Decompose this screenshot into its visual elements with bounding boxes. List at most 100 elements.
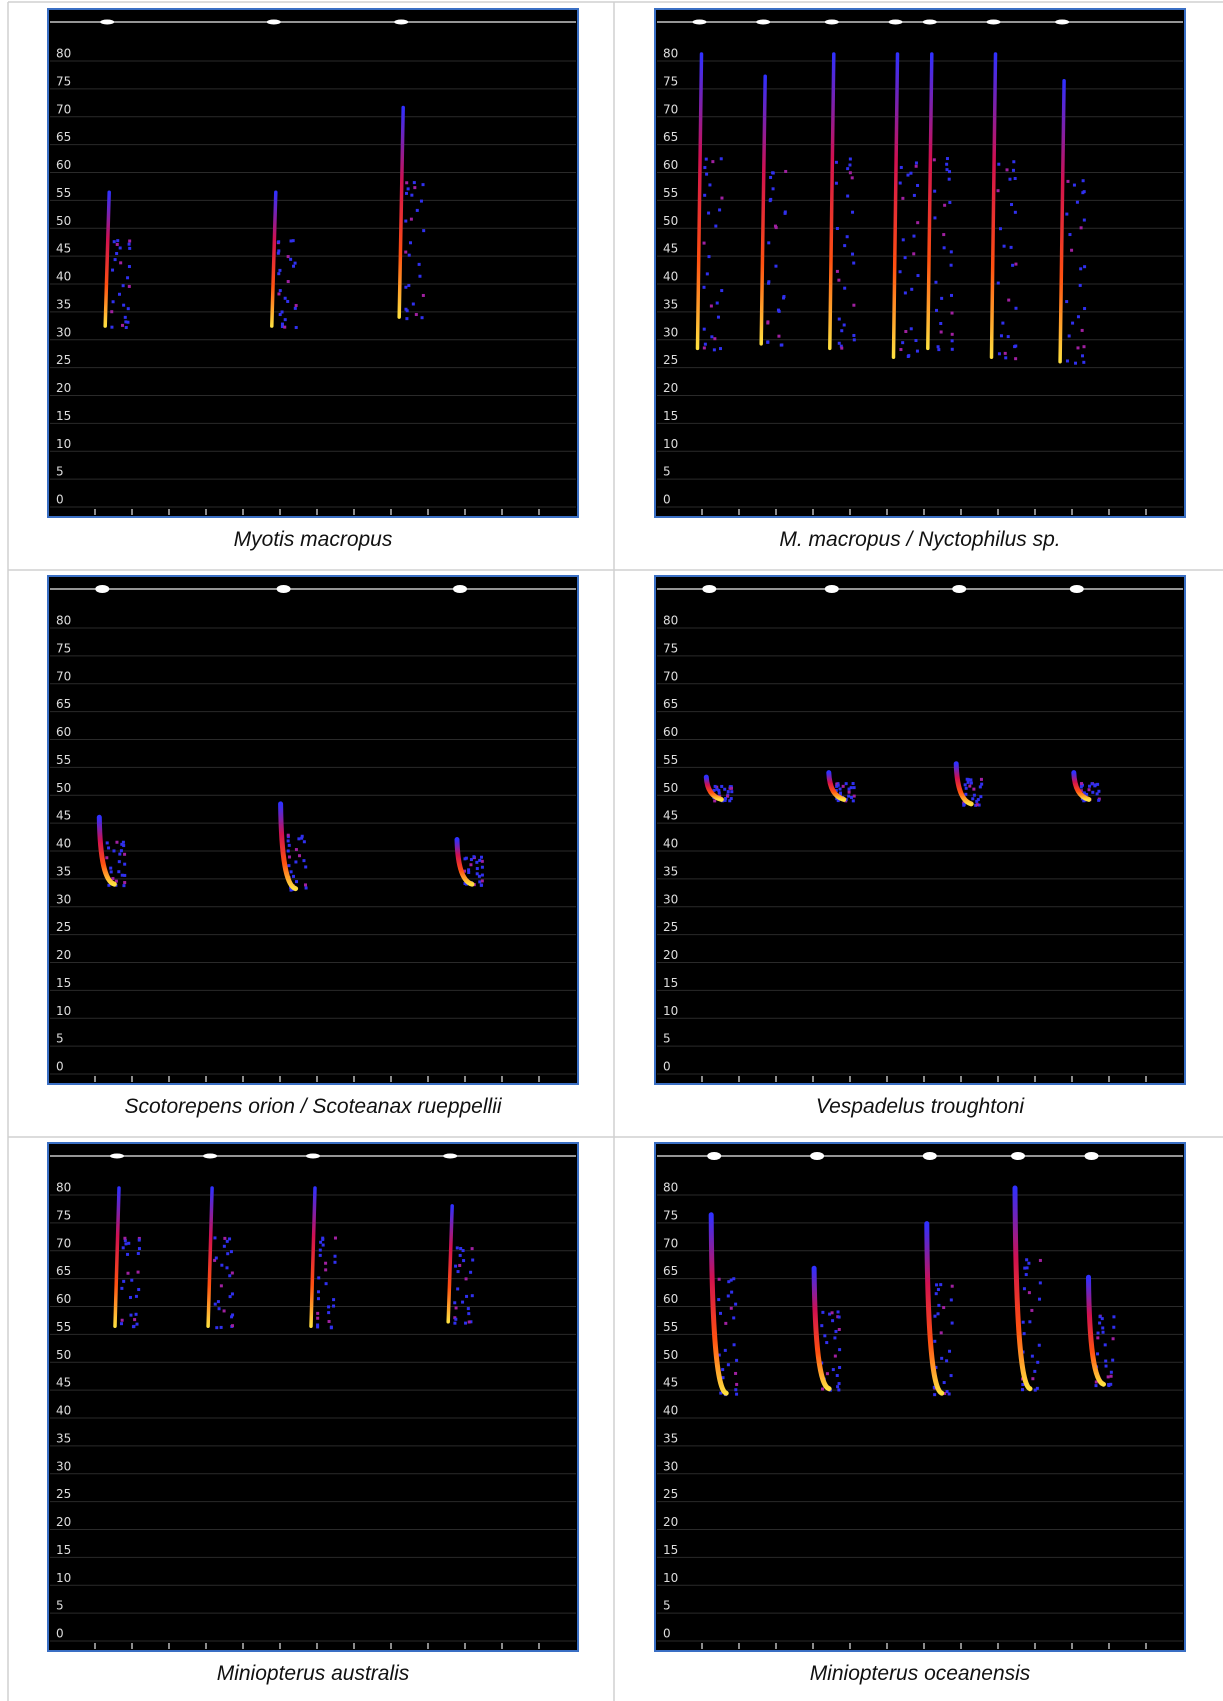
- energy-speckle: [230, 1292, 234, 1296]
- energy-speckle: [470, 1294, 474, 1298]
- energy-speckle: [219, 1284, 223, 1288]
- energy-speckle: [477, 874, 481, 878]
- spectrogram-panel: 0 5 10 15 20 25 30 35 40 45 50 55 60 65 70 75 80 Miniopte…: [654, 1142, 1186, 1685]
- energy-speckle: [850, 176, 854, 180]
- energy-speckle: [1025, 1266, 1029, 1270]
- energy-speckle: [1076, 346, 1080, 350]
- energy-speckle: [716, 315, 720, 319]
- energy-speckle: [118, 246, 122, 250]
- y-tick-label: 15: [56, 409, 71, 423]
- energy-speckle: [324, 1268, 328, 1272]
- energy-speckle: [777, 309, 781, 313]
- y-tick-label: 80: [56, 614, 71, 628]
- energy-speckle: [735, 1358, 739, 1362]
- y-tick-label: 40: [663, 1404, 678, 1418]
- energy-speckle: [1072, 183, 1076, 187]
- energy-speckle: [302, 840, 306, 844]
- energy-speckle: [120, 1286, 124, 1290]
- energy-speckle: [947, 177, 951, 181]
- energy-speckle: [277, 272, 281, 276]
- y-tick-label: 50: [56, 781, 71, 795]
- energy-speckle: [834, 181, 838, 185]
- y-tick-label: 40: [56, 270, 71, 284]
- y-tick-label: 45: [56, 1376, 71, 1390]
- energy-speckle: [418, 274, 422, 278]
- energy-speckle: [1065, 212, 1069, 216]
- energy-speckle: [784, 169, 788, 173]
- energy-speckle: [280, 310, 284, 314]
- energy-speckle: [847, 787, 851, 791]
- y-tick-label: 75: [663, 74, 678, 88]
- y-tick-label: 80: [663, 614, 678, 628]
- y-tick-label: 70: [56, 669, 71, 683]
- y-tick-label: 40: [56, 837, 71, 851]
- energy-speckle: [228, 1237, 232, 1241]
- spectrogram-background: [47, 575, 579, 1085]
- energy-speckle: [1083, 307, 1087, 311]
- energy-speckle: [1096, 1352, 1100, 1356]
- energy-speckle: [112, 849, 116, 853]
- energy-speckle: [1111, 1358, 1115, 1362]
- panel-caption: Scotorepens orion / Scoteanax rueppellii: [124, 1095, 502, 1118]
- energy-speckle: [963, 783, 967, 787]
- energy-speckle: [463, 881, 467, 885]
- spectrogram-background: [654, 575, 1186, 1085]
- energy-speckle: [852, 261, 856, 265]
- panel-caption: Vespadelus troughtoni: [816, 1095, 1026, 1118]
- energy-speckle: [480, 859, 484, 863]
- energy-speckle: [467, 868, 471, 872]
- energy-speckle: [904, 329, 908, 333]
- energy-speckle: [1014, 306, 1018, 310]
- energy-speckle: [766, 321, 770, 325]
- energy-speckle: [304, 886, 308, 890]
- energy-speckle: [1080, 782, 1084, 786]
- energy-speckle: [840, 346, 844, 350]
- energy-speckle: [899, 165, 903, 169]
- y-tick-label: 75: [56, 641, 71, 655]
- energy-speckle: [837, 278, 841, 282]
- energy-speckle: [228, 1274, 232, 1278]
- energy-speckle: [304, 865, 308, 869]
- energy-speckle: [412, 181, 416, 185]
- energy-speckle: [849, 786, 853, 790]
- energy-speckle: [998, 227, 1002, 231]
- energy-speckle: [767, 281, 771, 285]
- energy-speckle: [122, 844, 126, 848]
- energy-speckle: [1068, 233, 1072, 237]
- energy-speckle: [1103, 1343, 1107, 1347]
- energy-speckle: [912, 193, 916, 197]
- y-tick-label: 15: [56, 1543, 71, 1557]
- energy-speckle: [327, 1319, 331, 1323]
- energy-speckle: [942, 233, 946, 237]
- energy-speckle: [317, 1290, 321, 1294]
- y-tick-label: 5: [663, 1599, 671, 1613]
- energy-speckle: [467, 870, 471, 874]
- energy-speckle: [937, 348, 941, 352]
- energy-speckle: [833, 1336, 837, 1340]
- y-tick-label: 40: [663, 837, 678, 851]
- spectrogram-panel: 0 5 10 15 20 25 30 35 40 45 50 55 60 65 70 75 80 Scotorep…: [47, 575, 579, 1118]
- energy-speckle: [286, 839, 290, 843]
- energy-speckle: [933, 1314, 937, 1318]
- energy-speckle: [458, 1253, 462, 1257]
- energy-speckle: [1079, 785, 1083, 789]
- table-grid: [7, 1, 1223, 1701]
- energy-speckle: [948, 1349, 952, 1353]
- energy-speckle: [404, 191, 408, 195]
- energy-speckle: [838, 1348, 842, 1352]
- y-tick-label: 45: [663, 1376, 678, 1390]
- energy-speckle: [835, 226, 839, 230]
- energy-speckle: [846, 194, 850, 198]
- energy-speckle: [286, 255, 290, 259]
- energy-speckle: [278, 289, 282, 293]
- energy-speckle: [230, 1324, 234, 1328]
- energy-speckle: [475, 872, 479, 876]
- energy-speckle: [277, 249, 281, 253]
- energy-speckle: [223, 1236, 227, 1240]
- energy-speckle: [1027, 1261, 1031, 1265]
- energy-speckle: [836, 1385, 840, 1389]
- energy-speckle: [1076, 315, 1080, 319]
- energy-speckle: [774, 264, 778, 268]
- y-tick-label: 30: [663, 325, 678, 339]
- energy-speckle: [831, 1368, 835, 1372]
